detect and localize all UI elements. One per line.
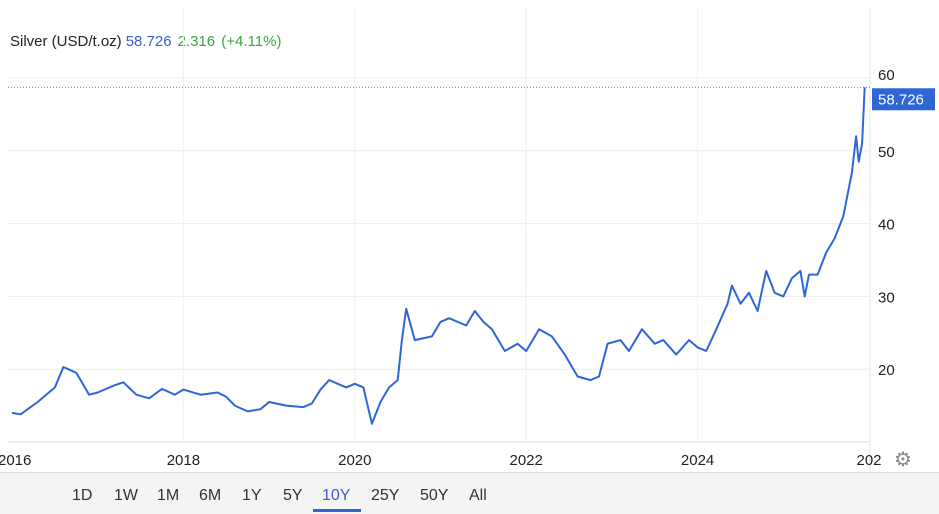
range-button-1w[interactable]: 1W: [114, 487, 138, 504]
x-tick-label: 2018: [167, 452, 200, 469]
y-tick-label: 30: [878, 289, 895, 306]
range-button-1y[interactable]: 1Y: [242, 487, 262, 504]
range-button-10y[interactable]: 10Y: [322, 487, 351, 504]
range-selector: 1D 1W 1M 6M 1Y 5Y 10Y 25Y 50Y All: [0, 472, 939, 514]
range-button-5y[interactable]: 5Y: [283, 487, 303, 504]
last-price: 58.726: [125, 33, 172, 50]
settings-gear-icon[interactable]: ⚙: [894, 449, 912, 471]
range-button-25y[interactable]: 25Y: [371, 487, 400, 504]
y-tick-label: 40: [878, 217, 895, 234]
last-price-tag: [872, 88, 935, 111]
y-tick-label: 50: [878, 144, 895, 161]
range-button-6m[interactable]: 6M: [199, 487, 222, 504]
instrument-title: Silver (USD/t.oz): [10, 33, 122, 50]
last-price-tag-label: 58.726: [878, 91, 924, 108]
x-tick-label: 2020: [338, 452, 371, 469]
range-button-50y[interactable]: 50Y: [420, 487, 449, 504]
y-tick-label: 20: [878, 362, 895, 379]
range-button-all[interactable]: All: [469, 487, 487, 504]
range-button-1m[interactable]: 1M: [157, 487, 180, 504]
active-range-underline: [313, 509, 361, 512]
price-chart[interactable]: 20 30 40 50 60 2016 2018 2020 2022 2024 202 58.726: [0, 0, 939, 472]
range-button-1d[interactable]: 1D: [72, 487, 93, 504]
chart-header: Silver (USD/t.oz) 58.726 2.316 (+4.11%): [10, 33, 281, 50]
silver-price-line: [11, 87, 866, 425]
price-change: 2.316: [177, 33, 216, 50]
y-tick-label: 60: [878, 67, 895, 84]
x-tick-label: 2022: [510, 452, 543, 469]
price-change-pct: (+4.11%): [221, 33, 282, 50]
x-tick-label: 2016: [0, 452, 31, 469]
x-tick-label: 2024: [681, 452, 714, 469]
x-tick-label: 202: [856, 452, 881, 469]
